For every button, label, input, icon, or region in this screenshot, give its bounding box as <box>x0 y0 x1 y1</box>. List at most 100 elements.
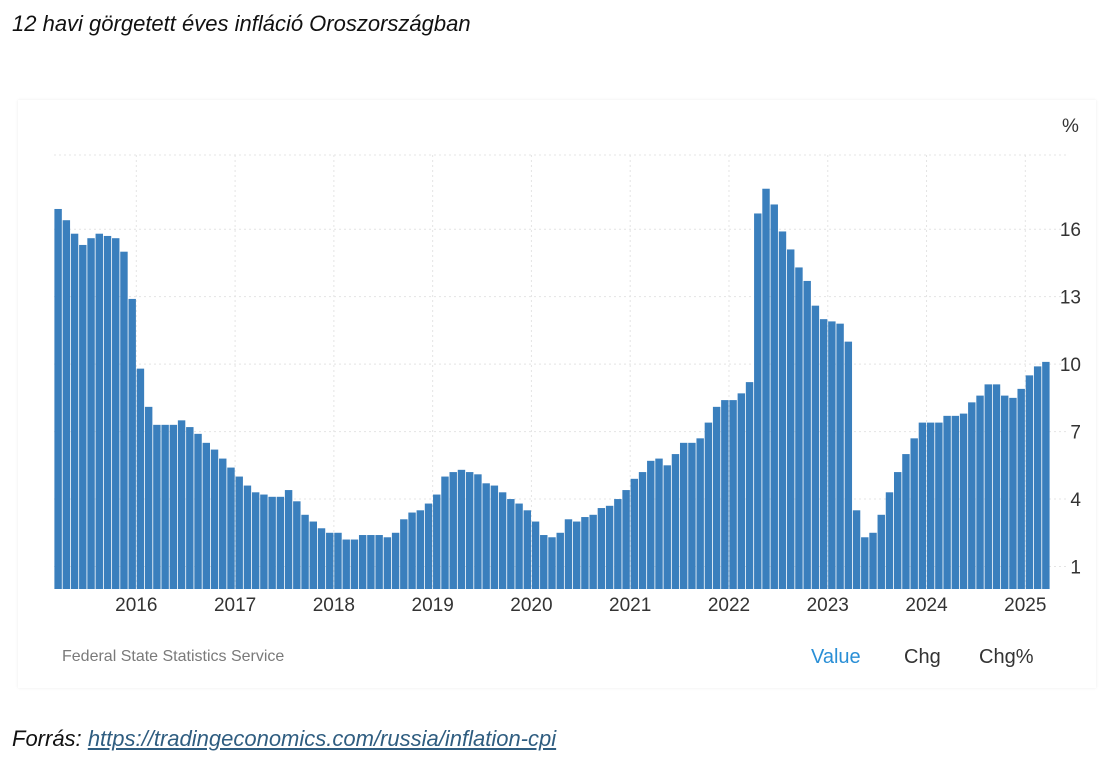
bar-18[interactable] <box>202 442 210 589</box>
bar-35[interactable] <box>342 539 350 589</box>
bar-118[interactable] <box>1025 375 1034 589</box>
bar-111[interactable] <box>968 402 976 589</box>
bar-93[interactable] <box>819 319 828 589</box>
bar-94[interactable] <box>828 321 836 589</box>
bar-65[interactable] <box>589 514 597 589</box>
bar-95[interactable] <box>836 323 844 589</box>
bar-19[interactable] <box>210 449 219 589</box>
bar-39[interactable] <box>375 535 383 589</box>
tab-chg-percent[interactable]: Chg% <box>979 646 1034 668</box>
bar-26[interactable] <box>268 496 276 589</box>
bar-69[interactable] <box>622 490 630 589</box>
bar-116[interactable] <box>1009 397 1017 589</box>
bar-44[interactable] <box>416 510 425 589</box>
bar-3[interactable] <box>79 244 87 589</box>
bar-99[interactable] <box>869 532 877 589</box>
bar-105[interactable] <box>918 422 927 589</box>
bar-17[interactable] <box>194 433 202 589</box>
bar-12[interactable] <box>153 424 161 589</box>
bar-48[interactable] <box>449 472 457 589</box>
bar-15[interactable] <box>177 420 186 589</box>
bar-120[interactable] <box>1042 361 1050 589</box>
bar-37[interactable] <box>358 535 367 589</box>
bar-36[interactable] <box>350 539 359 589</box>
bar-59[interactable] <box>540 535 548 589</box>
bar-113[interactable] <box>984 384 992 589</box>
bar-25[interactable] <box>260 494 268 589</box>
bar-20[interactable] <box>219 458 227 589</box>
bar-114[interactable] <box>992 384 1001 589</box>
bar-64[interactable] <box>581 517 589 589</box>
bar-76[interactable] <box>679 442 688 589</box>
bar-108[interactable] <box>943 415 951 589</box>
bar-31[interactable] <box>309 521 317 589</box>
bar-88[interactable] <box>778 231 787 589</box>
bar-119[interactable] <box>1033 366 1042 589</box>
bar-4[interactable] <box>87 238 95 589</box>
bar-11[interactable] <box>144 406 153 589</box>
bar-29[interactable] <box>293 501 301 589</box>
bar-6[interactable] <box>103 235 112 589</box>
bar-21[interactable] <box>227 467 235 589</box>
bar-46[interactable] <box>433 494 441 589</box>
bar-47[interactable] <box>441 476 449 589</box>
bar-67[interactable] <box>605 505 614 589</box>
bar-84[interactable] <box>745 382 754 589</box>
bar-42[interactable] <box>400 519 408 589</box>
bar-97[interactable] <box>852 510 861 589</box>
tab-value[interactable]: Value <box>811 646 861 668</box>
bar-66[interactable] <box>597 508 606 589</box>
bar-92[interactable] <box>811 305 820 589</box>
bar-74[interactable] <box>663 465 671 589</box>
source-link[interactable]: https://tradingeconomics.com/russia/infl… <box>87 726 557 751</box>
bar-55[interactable] <box>507 499 515 589</box>
bar-5[interactable] <box>95 233 103 589</box>
bar-117[interactable] <box>1017 388 1025 589</box>
bar-107[interactable] <box>935 422 943 589</box>
bar-22[interactable] <box>235 476 243 589</box>
bar-57[interactable] <box>523 510 532 589</box>
bar-63[interactable] <box>572 521 581 589</box>
bar-30[interactable] <box>301 514 309 589</box>
bar-60[interactable] <box>548 537 556 589</box>
bar-10[interactable] <box>136 368 145 589</box>
bar-2[interactable] <box>70 233 79 589</box>
bar-50[interactable] <box>465 472 474 589</box>
bar-41[interactable] <box>391 532 400 589</box>
bar-27[interactable] <box>276 496 285 589</box>
bar-53[interactable] <box>490 485 499 589</box>
bar-13[interactable] <box>161 424 169 589</box>
bar-109[interactable] <box>951 415 960 589</box>
bar-68[interactable] <box>614 499 622 589</box>
bar-102[interactable] <box>894 472 902 589</box>
bar-62[interactable] <box>564 519 573 589</box>
bar-79[interactable] <box>704 422 713 589</box>
bar-104[interactable] <box>910 438 918 589</box>
bar-72[interactable] <box>647 460 655 589</box>
bar-96[interactable] <box>844 341 853 589</box>
bar-24[interactable] <box>251 492 260 589</box>
bar-83[interactable] <box>737 393 746 589</box>
bar-78[interactable] <box>696 438 704 589</box>
bar-43[interactable] <box>408 512 416 589</box>
bar-71[interactable] <box>638 472 647 589</box>
bar-16[interactable] <box>186 427 194 589</box>
bar-33[interactable] <box>326 532 334 589</box>
bar-58[interactable] <box>531 521 540 589</box>
bar-54[interactable] <box>498 492 507 589</box>
bar-52[interactable] <box>482 483 490 589</box>
bar-34[interactable] <box>334 532 342 589</box>
bar-98[interactable] <box>861 537 869 589</box>
bar-115[interactable] <box>1001 395 1009 589</box>
bar-82[interactable] <box>729 400 737 589</box>
bar-38[interactable] <box>367 535 375 589</box>
bar-86[interactable] <box>762 188 770 589</box>
bar-51[interactable] <box>474 474 482 589</box>
bar-112[interactable] <box>976 395 984 589</box>
bar-61[interactable] <box>556 532 564 589</box>
bar-28[interactable] <box>284 490 293 589</box>
bar-100[interactable] <box>877 514 885 589</box>
bar-110[interactable] <box>959 413 968 589</box>
bar-56[interactable] <box>515 503 523 589</box>
bar-90[interactable] <box>795 267 803 589</box>
